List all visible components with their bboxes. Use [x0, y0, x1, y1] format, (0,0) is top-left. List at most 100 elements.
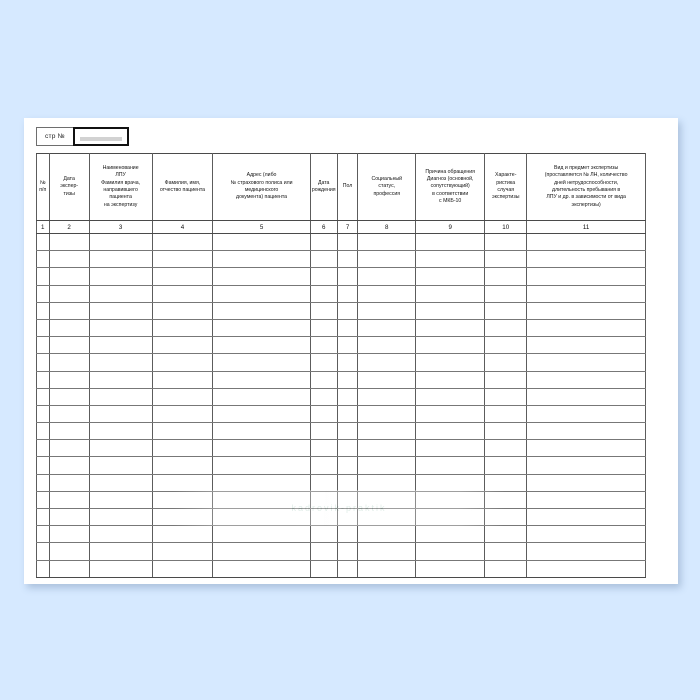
table-cell-col-10[interactable] — [484, 353, 528, 372]
table-cell-col-1[interactable] — [36, 353, 50, 372]
table-cell-col-10[interactable] — [484, 301, 528, 320]
table-cell-col-11[interactable] — [526, 439, 646, 458]
table-cell-col-10[interactable] — [484, 370, 528, 389]
table-cell-col-10[interactable] — [484, 284, 528, 303]
table-cell-col-5[interactable] — [212, 250, 311, 269]
table-cell-col-5[interactable] — [212, 267, 311, 286]
table-cell-col-2[interactable] — [48, 439, 90, 458]
table-row[interactable] — [36, 284, 646, 303]
table-cell-col-3[interactable] — [88, 353, 153, 372]
table-cell-col-4[interactable] — [151, 404, 214, 424]
table-cell-col-9[interactable] — [415, 473, 486, 492]
table-cell-col-1[interactable] — [36, 525, 50, 544]
table-row[interactable] — [36, 542, 646, 561]
table-cell-col-4[interactable] — [151, 559, 214, 578]
table-cell-col-11[interactable] — [526, 559, 646, 578]
table-cell-col-5[interactable] — [212, 336, 311, 355]
table-cell-col-3[interactable] — [88, 301, 153, 320]
table-row[interactable] — [36, 353, 646, 372]
table-cell-col-4[interactable] — [151, 353, 214, 372]
table-cell-col-9[interactable] — [415, 559, 486, 578]
table-cell-col-11[interactable] — [526, 232, 646, 252]
table-cell-col-6[interactable] — [309, 318, 338, 338]
table-cell-col-3[interactable] — [88, 318, 153, 338]
table-cell-col-11[interactable] — [526, 404, 646, 424]
table-cell-col-5[interactable] — [212, 353, 311, 372]
table-cell-col-2[interactable] — [48, 250, 90, 269]
table-cell-col-6[interactable] — [309, 542, 338, 561]
table-cell-col-6[interactable] — [309, 507, 338, 527]
table-cell-col-1[interactable] — [36, 422, 50, 441]
table-cell-col-4[interactable] — [151, 284, 214, 303]
table-cell-col-5[interactable] — [212, 490, 311, 510]
table-cell-col-2[interactable] — [48, 525, 90, 544]
table-cell-col-2[interactable] — [48, 318, 90, 338]
table-cell-col-11[interactable] — [526, 507, 646, 527]
table-cell-col-10[interactable] — [484, 250, 528, 269]
table-cell-col-9[interactable] — [415, 525, 486, 544]
table-cell-col-9[interactable] — [415, 232, 486, 252]
table-cell-col-9[interactable] — [415, 507, 486, 527]
table-cell-col-5[interactable] — [212, 301, 311, 320]
table-cell-col-11[interactable] — [526, 387, 646, 406]
table-cell-col-2[interactable] — [48, 284, 90, 303]
table-cell-col-4[interactable] — [151, 525, 214, 544]
table-cell-col-6[interactable] — [309, 301, 338, 320]
table-cell-col-6[interactable] — [309, 456, 338, 475]
table-cell-col-11[interactable] — [526, 473, 646, 492]
table-cell-col-10[interactable] — [484, 422, 528, 441]
table-cell-col-3[interactable] — [88, 490, 153, 510]
table-cell-col-11[interactable] — [526, 490, 646, 510]
table-cell-col-4[interactable] — [151, 267, 214, 286]
table-cell-col-7[interactable] — [336, 336, 359, 355]
table-cell-col-1[interactable] — [36, 404, 50, 424]
table-cell-col-11[interactable] — [526, 301, 646, 320]
table-cell-col-1[interactable] — [36, 336, 50, 355]
table-cell-col-8[interactable] — [357, 336, 417, 355]
table-cell-col-3[interactable] — [88, 473, 153, 492]
table-row[interactable] — [36, 232, 646, 252]
table-cell-col-6[interactable] — [309, 525, 338, 544]
table-cell-col-6[interactable] — [309, 267, 338, 286]
table-cell-col-11[interactable] — [526, 456, 646, 475]
table-cell-col-10[interactable] — [484, 456, 528, 475]
table-cell-col-3[interactable] — [88, 525, 153, 544]
table-cell-col-4[interactable] — [151, 542, 214, 561]
table-row[interactable] — [36, 370, 646, 389]
table-cell-col-9[interactable] — [415, 490, 486, 510]
table-cell-col-7[interactable] — [336, 525, 359, 544]
table-cell-col-1[interactable] — [36, 301, 50, 320]
table-cell-col-3[interactable] — [88, 559, 153, 578]
table-cell-col-1[interactable] — [36, 439, 50, 458]
table-cell-col-9[interactable] — [415, 439, 486, 458]
table-cell-col-1[interactable] — [36, 250, 50, 269]
table-row[interactable] — [36, 422, 646, 441]
table-cell-col-6[interactable] — [309, 232, 338, 252]
table-cell-col-7[interactable] — [336, 387, 359, 406]
table-cell-col-3[interactable] — [88, 232, 153, 252]
table-cell-col-2[interactable] — [48, 507, 90, 527]
table-row[interactable] — [36, 559, 646, 578]
table-cell-col-9[interactable] — [415, 336, 486, 355]
table-cell-col-7[interactable] — [336, 439, 359, 458]
table-cell-col-10[interactable] — [484, 490, 528, 510]
table-cell-col-6[interactable] — [309, 404, 338, 424]
table-cell-col-2[interactable] — [48, 473, 90, 492]
table-cell-col-6[interactable] — [309, 353, 338, 372]
table-cell-col-4[interactable] — [151, 422, 214, 441]
table-cell-col-9[interactable] — [415, 456, 486, 475]
table-cell-col-3[interactable] — [88, 370, 153, 389]
table-cell-col-8[interactable] — [357, 232, 417, 252]
table-cell-col-8[interactable] — [357, 267, 417, 286]
table-cell-col-6[interactable] — [309, 422, 338, 441]
table-cell-col-8[interactable] — [357, 370, 417, 389]
table-cell-col-7[interactable] — [336, 232, 359, 252]
table-cell-col-3[interactable] — [88, 387, 153, 406]
table-cell-col-9[interactable] — [415, 422, 486, 441]
table-cell-col-7[interactable] — [336, 250, 359, 269]
table-cell-col-2[interactable] — [48, 404, 90, 424]
table-cell-col-11[interactable] — [526, 525, 646, 544]
table-cell-col-5[interactable] — [212, 422, 311, 441]
table-cell-col-8[interactable] — [357, 301, 417, 320]
table-cell-col-7[interactable] — [336, 490, 359, 510]
